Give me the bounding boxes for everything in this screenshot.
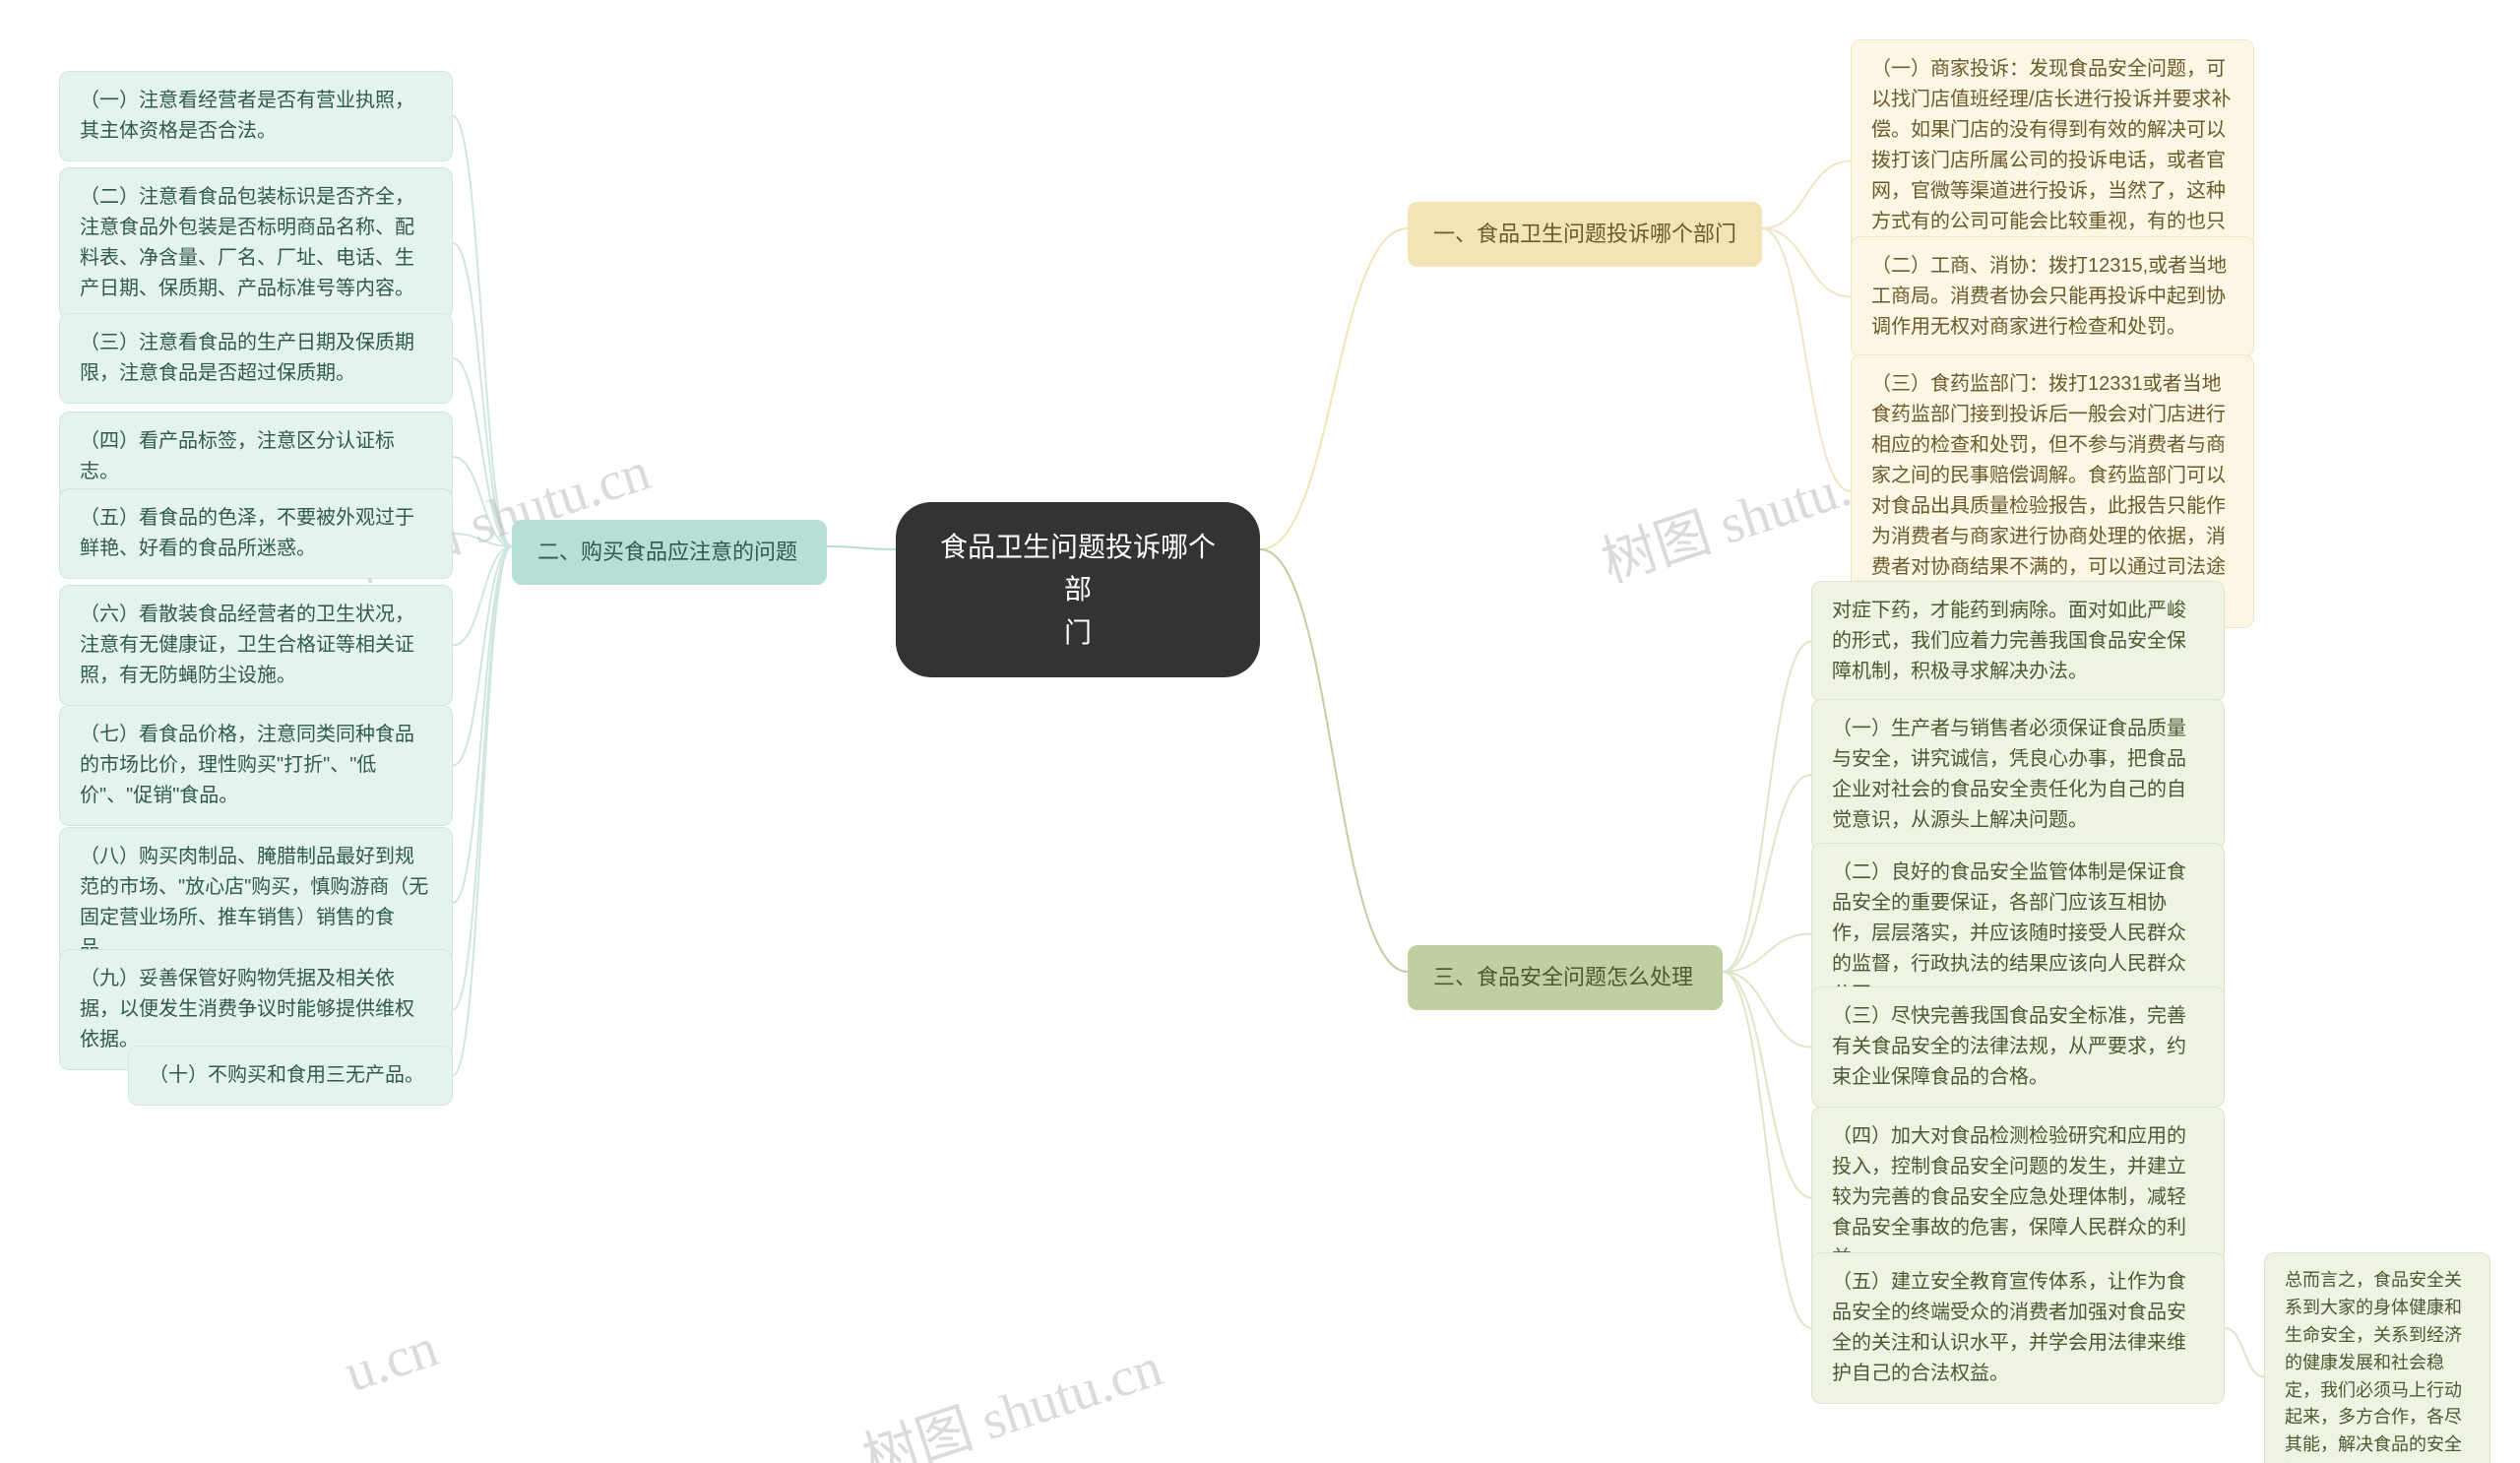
center-node: 食品卫生问题投诉哪个部门 [896,502,1260,677]
leaf-node: （三）尽快完善我国食品安全标准，完善有关食品安全的法律法规，从严要求，约束企业保… [1811,986,2225,1108]
watermark: 树图 shutu.cn [851,1322,1170,1463]
watermark: u.cn [337,1316,445,1405]
leaf-node: （十）不购买和食用三无产品。 [128,1046,453,1106]
leaf-node: （七）看食品价格，注意同类同种食品的市场比价，理性购买"打折"、"低价"、"促销… [59,705,453,826]
branch-node-b3: 三、食品安全问题怎么处理 [1408,945,1723,1010]
leaf-node: （六）看散装食品经营者的卫生状况，注意有无健康证，卫生合格证等相关证照，有无防蝇… [59,585,453,706]
leaf-node: （一）生产者与销售者必须保证食品质量与安全，讲究诚信，凭良心办事，把食品企业对社… [1811,699,2225,851]
branch-node-b2: 二、购买食品应注意的问题 [512,520,827,585]
leaf-node: 对症下药，才能药到病除。面对如此严峻的形式，我们应着力完善我国食品安全保障机制，… [1811,581,2225,702]
leaf-node: 总而言之，食品安全关系到大家的身体健康和生命安全，关系到经济的健康发展和社会稳定… [2264,1252,2490,1463]
leaf-node: （三）注意看食品的生产日期及保质期限，注意食品是否超过保质期。 [59,313,453,404]
leaf-node: （二）工商、消协：拨打12315,或者当地工商局。消费者协会只能再投诉中起到协调… [1851,236,2254,357]
leaf-node: （二）注意看食品包装标识是否齐全，注意食品外包装是否标明商品名称、配料表、净含量… [59,167,453,319]
branch-node-b1: 一、食品卫生问题投诉哪个部门 [1408,202,1762,267]
leaf-node: （五）看食品的色泽，不要被外观过于鲜艳、好看的食品所迷惑。 [59,488,453,579]
mindmap-canvas: 食品卫生问题投诉哪个部门树图 shutu.cn树图 shutu.cnu.cn树图… [0,0,2520,1463]
leaf-node: （一）注意看经营者是否有营业执照，其主体资格是否合法。 [59,71,453,161]
leaf-node: （五）建立安全教育宣传体系，让作为食品安全的终端受众的消费者加强对食品安全的关注… [1811,1252,2225,1404]
